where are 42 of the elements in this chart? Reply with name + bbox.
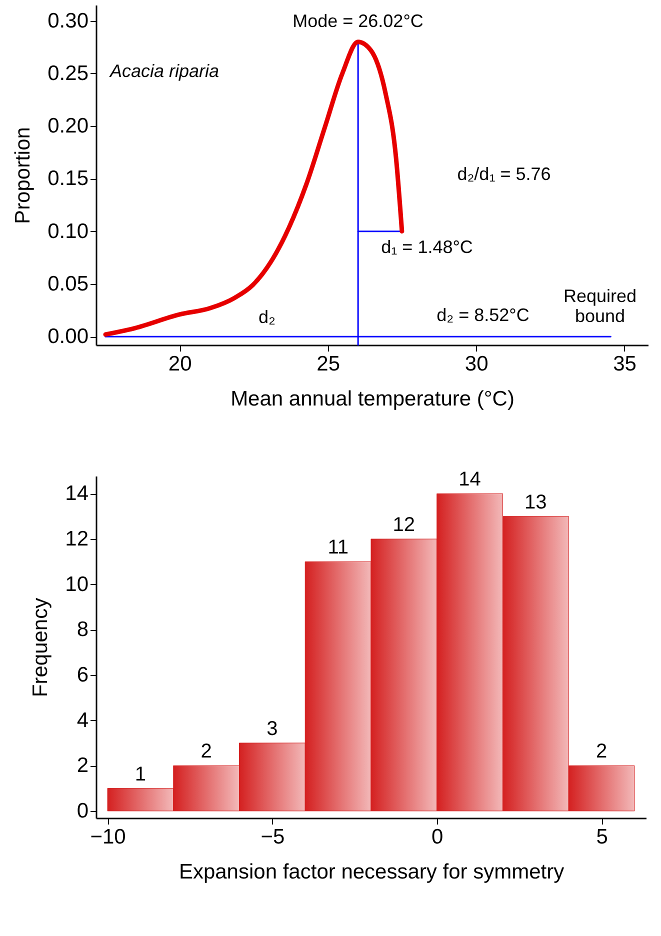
y-tick-label: 0.00: [48, 325, 88, 348]
y-tick-label: 0.10: [48, 220, 88, 243]
y-tick-label: 0.15: [48, 167, 88, 190]
y-tick-label: 4: [76, 708, 89, 732]
data-label: 14: [458, 468, 481, 491]
data-label: 13: [524, 491, 547, 514]
y-tick-label: 8: [76, 618, 88, 642]
annotation: Acacia riparia: [109, 61, 220, 81]
y-tick-label: 0.30: [48, 9, 88, 32]
y-tick-label: 0.20: [48, 114, 88, 138]
data-label: 3: [266, 718, 278, 740]
x-tick-label: −5: [260, 826, 285, 848]
annotation: d₂: [258, 307, 276, 327]
x-axis-title: Expansion factor necessary for symmetry: [178, 860, 565, 884]
y-tick-label: 14: [65, 482, 89, 506]
x-tick-label: 30: [464, 352, 488, 376]
x-tick-label: −10: [90, 826, 126, 848]
x-tick-label: 35: [613, 352, 636, 376]
data-label: 1: [134, 763, 146, 786]
y-tick-label: 2: [76, 754, 88, 778]
x-tick-label: 0: [432, 826, 444, 848]
data-label: 12: [392, 514, 416, 536]
data-label: 2: [200, 740, 212, 763]
y-tick-label: 0.05: [48, 272, 88, 296]
annotation: Required bound: [563, 286, 637, 326]
x-axis-title: Mean annual temperature (°C): [230, 388, 514, 410]
y-axis-title: Frequency: [29, 597, 52, 698]
annotation: d₂ = 8.52°C: [436, 305, 530, 325]
x-tick-label: 5: [596, 826, 608, 848]
x-tick-label: 20: [168, 352, 192, 376]
data-label: 2: [596, 740, 608, 763]
annotation: Mode = 26.02°C: [292, 11, 424, 31]
y-tick-label: 0: [76, 799, 88, 822]
y-tick-label: 0.25: [48, 62, 88, 85]
annotation: d₁ = 1.48°C: [381, 237, 473, 257]
y-tick-label: 6: [76, 663, 88, 686]
annotation: d₂/d₁ = 5.76: [457, 164, 551, 184]
y-tick-label: 10: [65, 572, 88, 596]
y-tick-label: 12: [65, 528, 88, 551]
y-axis-title: Proportion: [12, 127, 35, 224]
x-tick-label: 25: [316, 352, 340, 376]
data-label: 11: [328, 536, 348, 559]
